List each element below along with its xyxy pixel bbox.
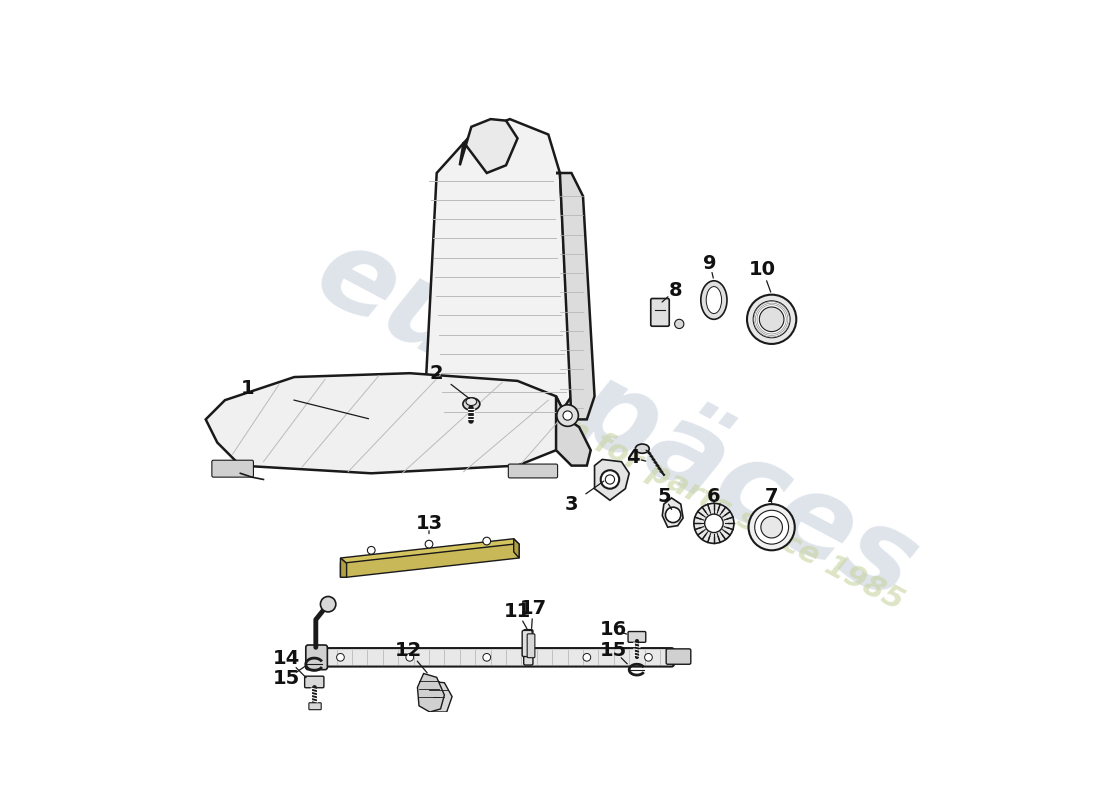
Circle shape <box>406 654 414 661</box>
Circle shape <box>563 411 572 420</box>
Text: 2: 2 <box>430 364 443 382</box>
FancyBboxPatch shape <box>522 630 532 657</box>
Text: 9: 9 <box>703 254 717 274</box>
Polygon shape <box>460 119 517 173</box>
Text: 10: 10 <box>749 260 775 278</box>
Text: 4: 4 <box>626 448 640 467</box>
Text: passion for parts since 1985: passion for parts since 1985 <box>464 362 910 616</box>
Circle shape <box>759 307 784 332</box>
Circle shape <box>694 503 734 543</box>
FancyBboxPatch shape <box>309 702 321 710</box>
Text: 7: 7 <box>764 487 779 506</box>
Circle shape <box>761 517 782 538</box>
Circle shape <box>748 504 794 550</box>
Ellipse shape <box>706 286 722 314</box>
Text: 13: 13 <box>416 514 442 533</box>
Polygon shape <box>425 119 572 442</box>
Text: 16: 16 <box>601 620 627 639</box>
Circle shape <box>605 475 615 484</box>
FancyBboxPatch shape <box>508 464 558 478</box>
Circle shape <box>705 514 723 533</box>
Text: 5: 5 <box>657 487 671 506</box>
Circle shape <box>483 654 491 661</box>
Circle shape <box>666 507 681 522</box>
FancyBboxPatch shape <box>527 634 535 658</box>
Text: 8: 8 <box>669 281 682 299</box>
FancyBboxPatch shape <box>524 630 534 665</box>
Circle shape <box>583 654 591 661</box>
Polygon shape <box>556 396 591 466</box>
Ellipse shape <box>463 398 480 410</box>
FancyBboxPatch shape <box>628 631 646 642</box>
Circle shape <box>645 654 652 661</box>
Circle shape <box>601 470 619 489</box>
Circle shape <box>557 405 579 426</box>
Polygon shape <box>594 459 629 500</box>
FancyBboxPatch shape <box>315 648 674 666</box>
Text: 1: 1 <box>241 379 255 398</box>
FancyBboxPatch shape <box>306 645 328 670</box>
Polygon shape <box>514 538 519 558</box>
Text: 12: 12 <box>395 641 421 660</box>
Circle shape <box>483 538 491 545</box>
Polygon shape <box>556 173 594 419</box>
Text: 6: 6 <box>707 487 721 506</box>
Circle shape <box>367 546 375 554</box>
Text: 11: 11 <box>504 602 531 622</box>
FancyBboxPatch shape <box>651 298 669 326</box>
Polygon shape <box>341 544 519 578</box>
Circle shape <box>754 301 790 338</box>
Circle shape <box>337 654 344 661</box>
Polygon shape <box>206 373 568 474</box>
Polygon shape <box>424 682 452 712</box>
Circle shape <box>747 294 796 344</box>
Circle shape <box>425 540 433 548</box>
Circle shape <box>755 510 789 544</box>
Polygon shape <box>341 538 519 563</box>
Circle shape <box>674 319 684 329</box>
FancyBboxPatch shape <box>305 676 323 688</box>
Text: 3: 3 <box>564 494 579 514</box>
Text: 15: 15 <box>273 670 300 688</box>
Text: europäces: europäces <box>298 214 937 625</box>
FancyBboxPatch shape <box>667 649 691 664</box>
Text: 14: 14 <box>273 649 300 667</box>
Circle shape <box>320 597 336 612</box>
Ellipse shape <box>636 444 649 454</box>
Polygon shape <box>341 558 346 578</box>
Polygon shape <box>418 674 444 712</box>
Text: 15: 15 <box>601 641 627 660</box>
Ellipse shape <box>466 398 476 406</box>
Ellipse shape <box>701 281 727 319</box>
Polygon shape <box>662 498 683 527</box>
FancyBboxPatch shape <box>212 460 253 477</box>
Text: 17: 17 <box>519 598 547 618</box>
